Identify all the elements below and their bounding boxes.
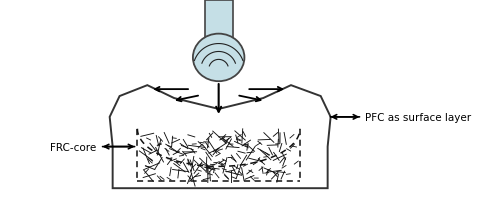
Ellipse shape [193, 34, 244, 82]
Bar [205, 1, 233, 45]
Text: FRC-core: FRC-core [50, 142, 96, 152]
Polygon shape [110, 86, 330, 188]
Text: PFC as surface layer: PFC as surface layer [366, 112, 472, 122]
